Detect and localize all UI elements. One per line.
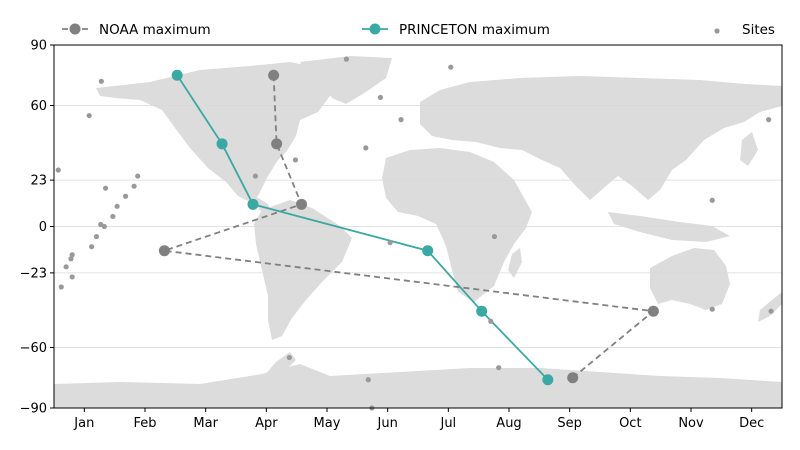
site-point: [365, 377, 371, 383]
site-point: [131, 183, 137, 189]
y-tick-label: −90: [20, 402, 47, 417]
x-tick-label: May: [314, 416, 341, 431]
site-point: [101, 223, 107, 230]
x-tick-label: Dec: [739, 416, 764, 431]
site-point: [387, 240, 393, 246]
land-antarctica: [54, 364, 782, 408]
site-point: [63, 264, 69, 270]
site-point: [102, 185, 109, 191]
site-point: [98, 78, 104, 84]
land-eurasia: [420, 76, 782, 200]
y-tick-label: 90: [30, 39, 47, 54]
site-point: [69, 252, 75, 258]
site-point: [363, 145, 369, 151]
legend-marker-0: [69, 23, 81, 35]
site-point: [122, 193, 129, 199]
site-point: [709, 306, 715, 312]
noaa-point: [296, 198, 308, 210]
site-point: [55, 167, 61, 173]
site-point: [114, 203, 120, 209]
site-point: [135, 173, 141, 179]
princeton-point: [422, 245, 434, 257]
site-point: [496, 365, 502, 371]
x-tick-label: Apr: [255, 416, 278, 431]
x-tick-label: Feb: [133, 416, 156, 431]
land-new-zealand: [758, 292, 782, 322]
x-tick-label: Jul: [439, 416, 456, 431]
site-point: [488, 318, 494, 324]
land-north-america: [96, 62, 345, 202]
x-tick-label: Mar: [193, 416, 218, 431]
princeton-point: [476, 305, 488, 317]
y-tick-label: −23: [20, 266, 47, 281]
site-point: [292, 157, 299, 163]
series-layer: [55, 56, 774, 411]
site-point: [768, 308, 774, 314]
noaa-point: [268, 69, 280, 81]
site-point: [58, 284, 64, 290]
axes: 90 60 23 0 −23 −60 −90 Jan Feb Mar Apr May Jun Jul Aug…: [20, 39, 783, 431]
land-south-america: [254, 200, 352, 340]
princeton-point: [171, 69, 183, 81]
x-tick-label: Sep: [557, 416, 582, 431]
legend-marker-sites: [714, 28, 720, 34]
x-tick-label: Oct: [619, 416, 641, 431]
legend: NOAA maximum PRINCETON maximum Sites: [62, 22, 775, 38]
x-tick-label: Nov: [678, 416, 704, 431]
site-point: [110, 213, 116, 220]
princeton-point: [216, 138, 228, 150]
noaa-point: [271, 138, 283, 150]
site-point: [491, 233, 498, 240]
site-point: [93, 233, 100, 240]
land-australia: [650, 248, 730, 310]
y-tick-label: −60: [20, 341, 47, 356]
site-point: [343, 56, 350, 62]
y-tick-label: 60: [30, 99, 47, 114]
site-point: [252, 173, 259, 179]
site-point: [68, 256, 74, 262]
site-point: [377, 94, 383, 101]
x-tick-label: Jun: [377, 416, 398, 431]
site-point: [86, 112, 92, 119]
land-madagascar: [508, 248, 522, 278]
noaa-point: [647, 305, 659, 317]
grid: [54, 105, 782, 348]
noaa-point: [567, 372, 579, 384]
land-indonesia: [608, 212, 730, 242]
site-point: [766, 117, 772, 123]
land-africa: [382, 148, 532, 302]
site-point: [448, 64, 454, 70]
world-map-background: [54, 56, 782, 408]
legend-marker-1: [369, 23, 381, 35]
site-point: [286, 354, 292, 361]
site-point: [709, 197, 715, 203]
land-greenland: [300, 56, 392, 104]
legend-label-1: PRINCETON maximum: [399, 22, 550, 38]
legend-label-0: NOAA maximum: [99, 22, 211, 38]
princeton-point: [247, 198, 259, 210]
y-tick-label: 23: [30, 174, 47, 189]
site-point: [398, 117, 404, 123]
princeton-point: [542, 374, 554, 386]
noaa-point: [158, 245, 170, 257]
land-japan: [740, 132, 758, 166]
x-tick-label: Aug: [496, 416, 521, 431]
y-tick-label: 0: [39, 220, 47, 235]
site-point: [89, 244, 95, 250]
x-tick-label: Jan: [73, 416, 94, 431]
legend-label-sites: Sites: [742, 22, 775, 38]
site-point: [69, 274, 75, 280]
